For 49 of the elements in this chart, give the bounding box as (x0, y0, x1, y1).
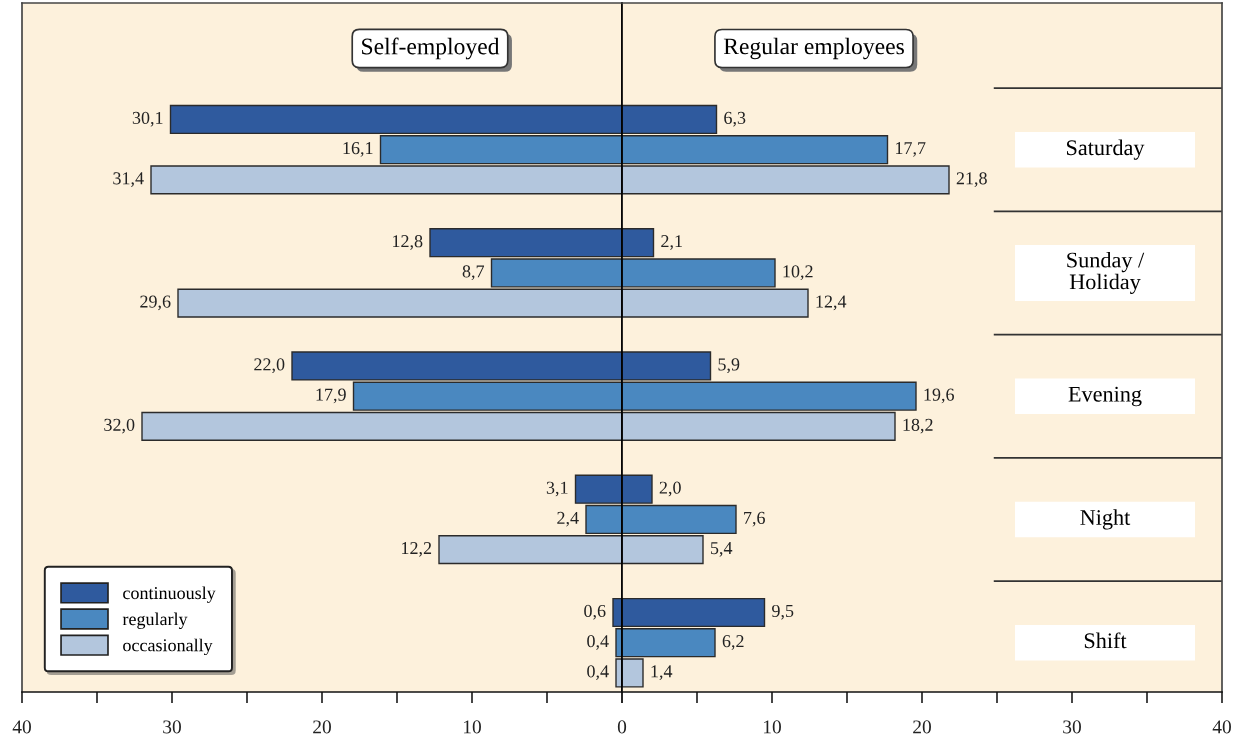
x-tick-label: 10 (763, 720, 781, 734)
data-label: 32,0 (104, 418, 135, 434)
data-label: 7,6 (744, 511, 765, 527)
data-label: 30,1 (132, 111, 163, 127)
data-label: 21,8 (956, 172, 987, 187)
legend-label: regularly (122, 612, 188, 629)
y-tick-label: Saturday (1066, 139, 1145, 160)
x-tick-label: 20 (913, 720, 931, 734)
data-label: 0,4 (587, 665, 609, 681)
data-label: 17,7 (896, 142, 926, 157)
data-label: 6,2 (722, 635, 744, 650)
data-label: 12,8 (393, 235, 423, 250)
text: Regular employees (723, 37, 904, 60)
data-label: 10,2 (783, 265, 813, 281)
legend-label: continuously (123, 586, 216, 603)
x-tick-label: 10 (463, 720, 481, 734)
data-label: 17,9 (316, 388, 346, 404)
data-label: 5,9 (718, 358, 740, 374)
text: Self-employed (362, 37, 500, 60)
y-tick-label: Sunday / Holiday (1067, 251, 1145, 294)
y-tick-label: Night (1080, 509, 1131, 530)
data-label: 29,6 (140, 295, 171, 311)
legend-label: occasionally (123, 638, 213, 656)
x-tick-label: 0 (617, 720, 627, 734)
data-label: 5,4 (710, 542, 733, 557)
data-label: 3,1 (546, 481, 568, 497)
y-tick-label: Shift (1084, 632, 1127, 649)
x-tick-label: 30 (163, 720, 181, 734)
data-label: 16,1 (343, 142, 373, 157)
data-label: 22,0 (254, 358, 285, 374)
data-label: 12,4 (816, 295, 847, 311)
data-label: 31,4 (113, 172, 144, 187)
y-tick-label: Evening (1068, 386, 1142, 407)
data-label: 2,4 (557, 511, 579, 527)
data-label: 8,7 (462, 265, 485, 281)
x-tick-label: 40 (1212, 720, 1231, 734)
data-label: 2,0 (659, 481, 681, 497)
data-label: 9,5 (772, 604, 794, 620)
data-label: 1,4 (651, 665, 673, 681)
data-label: 18,2 (903, 418, 933, 434)
x-tick-label: 30 (1063, 720, 1081, 734)
x-tick-label: 20 (313, 720, 331, 734)
data-label: 19,6 (924, 388, 954, 404)
data-label: 6,3 (724, 111, 746, 127)
data-label: 12,2 (402, 542, 432, 557)
data-label: 2,1 (661, 235, 682, 250)
data-label: 0,6 (584, 604, 606, 620)
x-tick-label: 40 (12, 720, 31, 734)
data-label: 0,4 (587, 635, 609, 650)
